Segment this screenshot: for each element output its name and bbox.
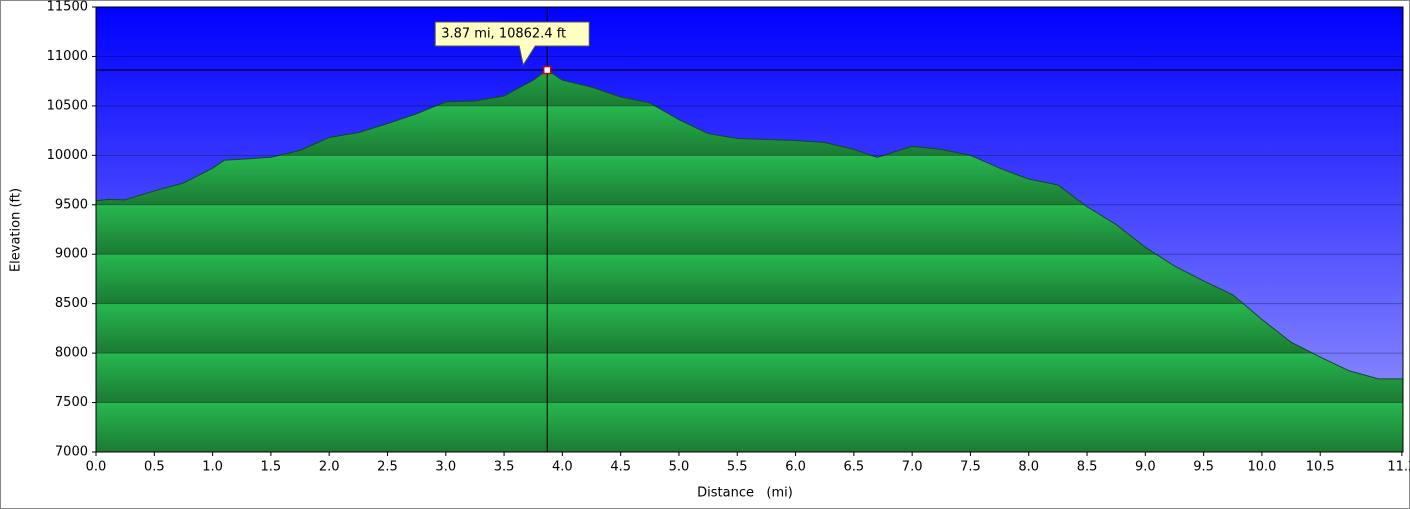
y-tick-label: 10500 [47, 98, 88, 113]
x-tick-label: 11.2 [1387, 460, 1410, 475]
y-tick-label: 8500 [55, 296, 88, 311]
tooltip-text: 3.87 mi, 10862.4 ft [441, 27, 566, 42]
x-tick-label: 0.0 [86, 460, 107, 475]
x-tick-label: 3.5 [494, 460, 515, 475]
plot-area [95, 6, 1403, 453]
y-axis-label: Elevation (ft) [9, 188, 24, 272]
x-tick-label: 8.5 [1077, 460, 1098, 475]
y-tick-label: 11500 [47, 0, 88, 15]
x-tick-label: 9.5 [1193, 460, 1214, 475]
x-tick-label: 6.5 [844, 460, 865, 475]
y-tick-label: 9500 [55, 197, 88, 212]
x-tick-label: 7.0 [902, 460, 923, 475]
x-tick-label: 0.5 [144, 460, 165, 475]
x-tick-label: 10.0 [1247, 460, 1276, 475]
area-outline [95, 69, 1403, 380]
x-tick-label: 1.0 [202, 460, 223, 475]
x-tick-label: 9.0 [1135, 460, 1156, 475]
x-axis-label: Distance (mi) [697, 486, 793, 501]
crosshair-marker [542, 65, 552, 75]
x-tick-label: 4.5 [610, 460, 631, 475]
x-tick-label: 5.0 [669, 460, 690, 475]
tooltip-box [434, 21, 590, 67]
x-tick-label: 3.0 [435, 460, 456, 475]
area [96, 70, 1403, 453]
y-tick-label: 10000 [47, 148, 88, 163]
x-tick-label: 1.5 [261, 460, 282, 475]
x-tick-label: 5.5 [727, 460, 748, 475]
x-tick-label: 8.0 [1018, 460, 1039, 475]
x-tick-label: 4.0 [552, 460, 573, 475]
y-tick-label: 7500 [55, 395, 88, 410]
x-tick-label: 10.5 [1306, 460, 1335, 475]
x-tick-label: 2.5 [377, 460, 398, 475]
x-tick-label: 6.0 [785, 460, 806, 475]
y-tick-label: 9000 [55, 247, 88, 262]
y-tick-label: 11000 [47, 49, 88, 64]
x-tick-label: 2.0 [319, 460, 340, 475]
y-tick-label: 7000 [55, 445, 88, 460]
x-tick-label: 7.5 [960, 460, 981, 475]
y-tick-label: 8000 [55, 346, 88, 361]
plot-border [95, 6, 1404, 453]
